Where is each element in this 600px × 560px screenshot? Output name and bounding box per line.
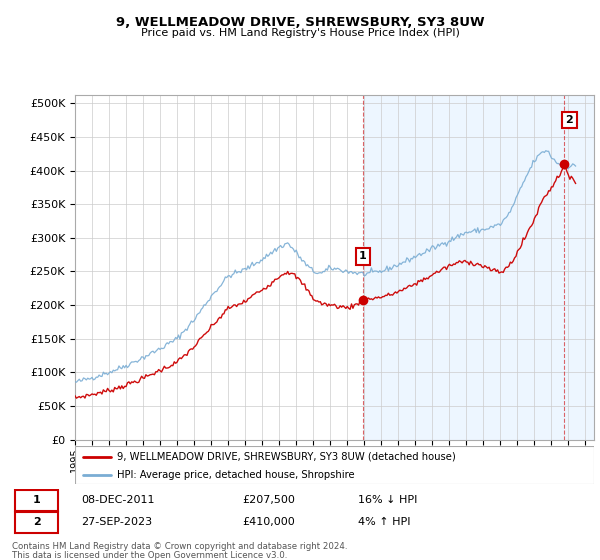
Text: 1: 1 — [359, 251, 367, 262]
Text: This data is licensed under the Open Government Licence v3.0.: This data is licensed under the Open Gov… — [12, 551, 287, 560]
Text: Contains HM Land Registry data © Crown copyright and database right 2024.: Contains HM Land Registry data © Crown c… — [12, 542, 347, 551]
FancyBboxPatch shape — [15, 512, 58, 533]
Text: 08-DEC-2011: 08-DEC-2011 — [81, 496, 155, 505]
Text: 2: 2 — [565, 115, 573, 125]
Text: 9, WELLMEADOW DRIVE, SHREWSBURY, SY3 8UW (detached house): 9, WELLMEADOW DRIVE, SHREWSBURY, SY3 8UW… — [116, 451, 455, 461]
Text: 27-SEP-2023: 27-SEP-2023 — [81, 517, 152, 528]
Text: Price paid vs. HM Land Registry's House Price Index (HPI): Price paid vs. HM Land Registry's House … — [140, 28, 460, 38]
Text: 1: 1 — [33, 496, 41, 505]
Text: 16% ↓ HPI: 16% ↓ HPI — [358, 496, 417, 505]
Text: £410,000: £410,000 — [242, 517, 295, 528]
Text: 2: 2 — [33, 517, 41, 528]
FancyBboxPatch shape — [75, 446, 594, 484]
Bar — [363, 95, 600, 440]
FancyBboxPatch shape — [15, 490, 58, 511]
Text: HPI: Average price, detached house, Shropshire: HPI: Average price, detached house, Shro… — [116, 470, 354, 480]
Text: 4% ↑ HPI: 4% ↑ HPI — [358, 517, 410, 528]
Text: £207,500: £207,500 — [242, 496, 295, 505]
Text: 9, WELLMEADOW DRIVE, SHREWSBURY, SY3 8UW: 9, WELLMEADOW DRIVE, SHREWSBURY, SY3 8UW — [116, 16, 484, 29]
